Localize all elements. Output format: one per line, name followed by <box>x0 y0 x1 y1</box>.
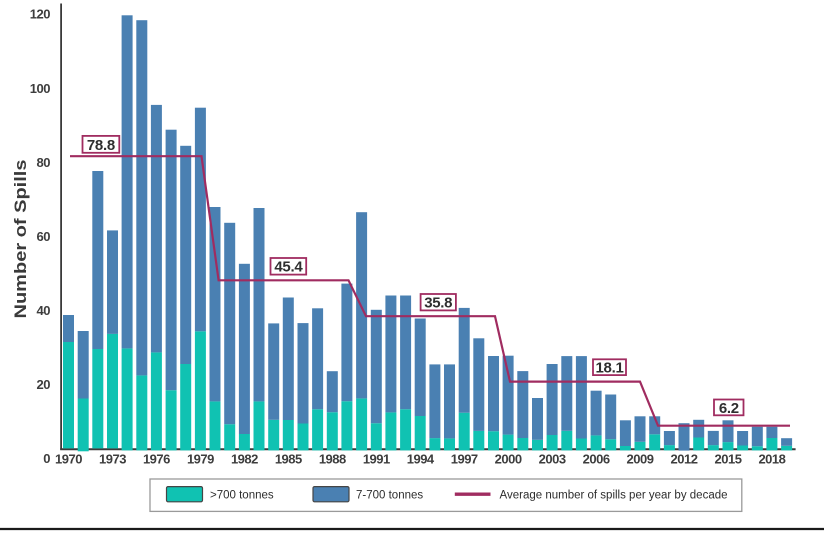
svg-text:1982: 1982 <box>231 452 258 467</box>
svg-text:40: 40 <box>37 303 51 318</box>
svg-text:1994: 1994 <box>407 452 435 467</box>
svg-text:45.4: 45.4 <box>274 259 303 276</box>
svg-text:80: 80 <box>37 155 51 170</box>
svg-text:35.8: 35.8 <box>424 295 452 312</box>
svg-text:120: 120 <box>30 7 50 22</box>
svg-text:2003: 2003 <box>539 452 566 467</box>
svg-text:100: 100 <box>30 81 50 96</box>
svg-text:1997: 1997 <box>451 452 478 467</box>
svg-text:1991: 1991 <box>363 452 390 467</box>
svg-text:>700 tonnes: >700 tonnes <box>210 489 274 501</box>
svg-text:1985: 1985 <box>275 452 302 467</box>
svg-text:1976: 1976 <box>143 452 170 467</box>
svg-text:2000: 2000 <box>495 452 522 467</box>
svg-text:6.2: 6.2 <box>719 400 739 417</box>
svg-text:7-700 tonnes: 7-700 tonnes <box>356 489 423 501</box>
svg-text:1970: 1970 <box>55 452 82 467</box>
svg-text:78.8: 78.8 <box>87 137 115 154</box>
svg-text:2009: 2009 <box>627 452 654 467</box>
svg-text:18.1: 18.1 <box>596 360 624 377</box>
svg-text:2015: 2015 <box>715 452 742 467</box>
svg-text:60: 60 <box>37 229 51 244</box>
svg-text:2006: 2006 <box>583 452 610 467</box>
svg-text:Number of Spills: Number of Spills <box>11 160 30 319</box>
svg-text:1979: 1979 <box>187 452 214 467</box>
svg-text:2018: 2018 <box>758 452 785 467</box>
svg-text:1988: 1988 <box>319 452 346 467</box>
svg-text:2012: 2012 <box>671 452 698 467</box>
svg-text:1973: 1973 <box>99 452 126 467</box>
svg-text:Average number of spills per y: Average number of spills per year by dec… <box>500 489 728 501</box>
svg-text:20: 20 <box>37 377 51 392</box>
svg-text:0: 0 <box>43 451 50 466</box>
